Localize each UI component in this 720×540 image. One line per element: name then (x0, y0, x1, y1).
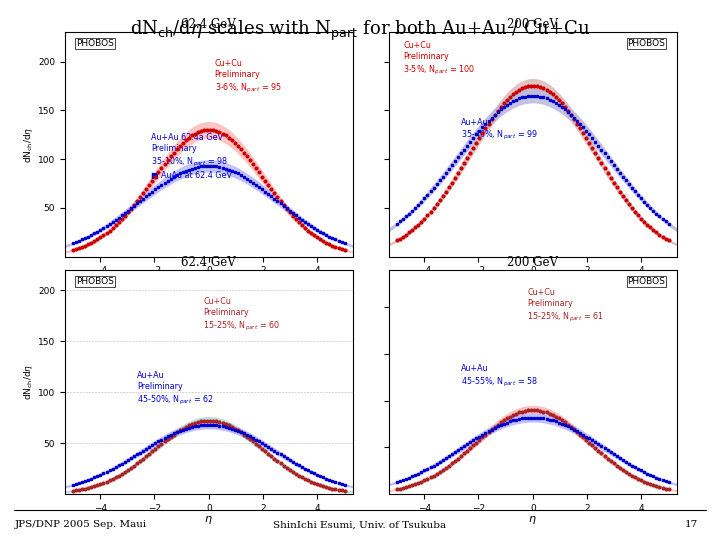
X-axis label: $\eta$: $\eta$ (528, 276, 537, 288)
Text: ShinIchi Esumi, Univ. of Tsukuba: ShinIchi Esumi, Univ. of Tsukuba (274, 521, 446, 529)
Text: Cu+Cu
Preliminary
15-25%, N$_{part}$ = 60: Cu+Cu Preliminary 15-25%, N$_{part}$ = 6… (203, 297, 280, 333)
Text: PHOBOS: PHOBOS (627, 39, 665, 48)
Text: PHOBOS: PHOBOS (76, 276, 114, 286)
Title: 62.4 GeV: 62.4 GeV (181, 256, 236, 269)
Title: 62.4 GeV: 62.4 GeV (181, 18, 236, 31)
Text: Au+Au
45-55%, N$_{part}$ = 58: Au+Au 45-55%, N$_{part}$ = 58 (461, 364, 538, 389)
Text: Au+Au 62.4a GeV
Preliminary
35-10%, N$_{part}$ = 98
■ AuAu at 62.4 GeV: Au+Au 62.4a GeV Preliminary 35-10%, N$_{… (151, 133, 232, 180)
Text: Au+Au
35-40%, N$_{part}$ = 99: Au+Au 35-40%, N$_{part}$ = 99 (461, 118, 538, 142)
X-axis label: $\eta$: $\eta$ (528, 514, 537, 526)
Text: Au+Au
Preliminary
45-50%, N$_{part}$ = 62: Au+Au Preliminary 45-50%, N$_{part}$ = 6… (137, 371, 214, 407)
Text: PHOBOS: PHOBOS (76, 39, 114, 48)
Text: PHOBOS: PHOBOS (627, 276, 665, 286)
Text: Cu+Cu
Preliminary
3-5%, N$_{part}$ = 100: Cu+Cu Preliminary 3-5%, N$_{part}$ = 100 (403, 42, 475, 77)
X-axis label: $\eta$: $\eta$ (204, 514, 213, 526)
Title: 200 GeV: 200 GeV (508, 18, 558, 31)
Text: JPS/DNP 2005 Sep. Maui: JPS/DNP 2005 Sep. Maui (14, 521, 147, 529)
Text: 17: 17 (685, 521, 698, 529)
X-axis label: $\eta$: $\eta$ (204, 276, 213, 288)
Text: Cu+Cu
Preliminary
3-6%, N$_{part}$ = 95: Cu+Cu Preliminary 3-6%, N$_{part}$ = 95 (215, 59, 282, 95)
Text: dN$_{\rm ch}$/d$\eta$ scales with N$_{\rm part}$ for both Au+Au / Cu+Cu: dN$_{\rm ch}$/d$\eta$ scales with N$_{\r… (130, 19, 590, 43)
Y-axis label: dN$_{\rm ch}$/d$\eta$: dN$_{\rm ch}$/d$\eta$ (22, 364, 35, 400)
Y-axis label: dN$_{\rm ch}$/d$\eta$: dN$_{\rm ch}$/d$\eta$ (22, 126, 35, 163)
Text: Cu+Cu
Preliminary
15-25%, N$_{part}$ = 61: Cu+Cu Preliminary 15-25%, N$_{part}$ = 6… (527, 288, 604, 323)
Title: 200 GeV: 200 GeV (508, 256, 558, 269)
